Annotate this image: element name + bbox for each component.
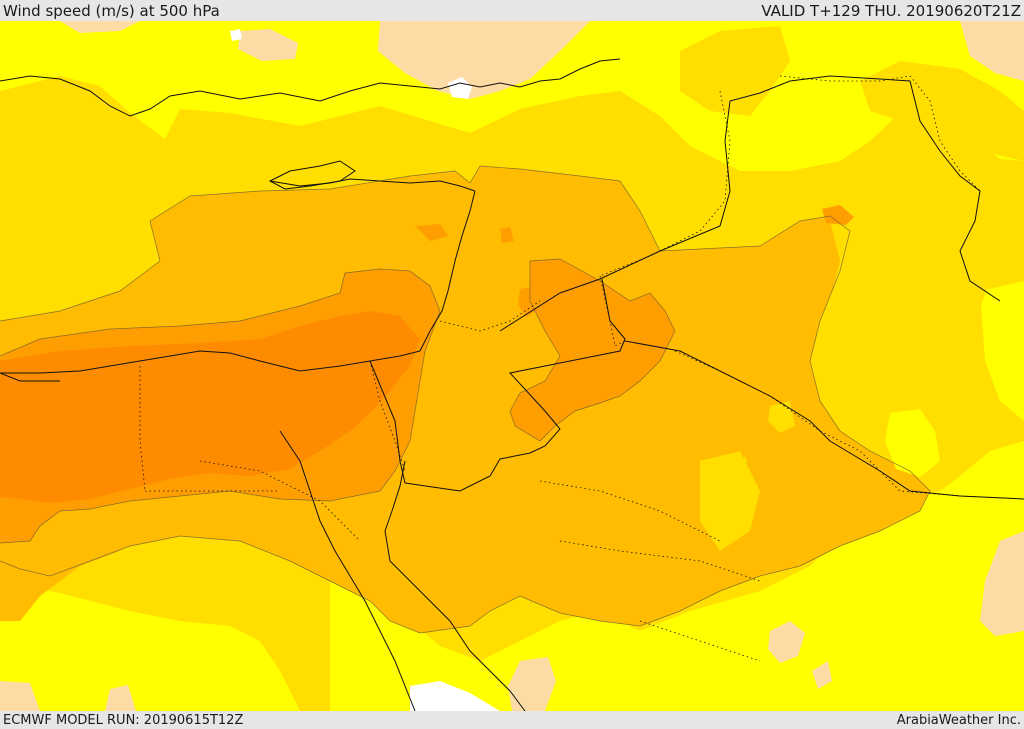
patch-peach-sw <box>0 681 40 711</box>
patch-peach-se-1 <box>768 621 805 663</box>
model-run-label: ECMWF MODEL RUN: 20190615T12Z <box>3 712 244 728</box>
patch-peach-south <box>508 657 556 711</box>
missing-area-top <box>448 77 472 99</box>
band-low-hole-1 <box>700 451 760 551</box>
band-low-east-slab <box>820 181 1000 441</box>
band-peak-core <box>0 311 420 503</box>
wind-speed-map <box>0 21 1024 711</box>
patch-peach-far-se <box>980 531 1024 636</box>
credit-label: ArabiaWeather Inc. <box>896 712 1021 728</box>
border-internal-2 <box>539 480 721 542</box>
border-egypt-sudan <box>0 372 60 382</box>
border-egypt-libya <box>139 366 146 492</box>
coastline-red-sea-west <box>279 430 416 711</box>
band-high-east <box>510 259 675 441</box>
contour-lines <box>0 165 931 634</box>
patch-peach-se-2 <box>812 661 832 689</box>
border-iran <box>599 90 731 277</box>
cyprus <box>268 160 356 190</box>
border-iraq-iran <box>499 75 1001 332</box>
contour-high <box>0 268 441 544</box>
border-jordan <box>439 300 541 332</box>
major-borders <box>0 75 1024 500</box>
contour-high-east <box>509 258 676 442</box>
valid-time-label: VALID T+129 THU. 20190620T21Z <box>761 1 1021 20</box>
missing-area-top-small <box>230 29 242 41</box>
patch-peach-north-1 <box>238 29 298 61</box>
band-lowest-pocket-1 <box>885 409 940 477</box>
border-sinai <box>369 360 406 472</box>
band-high-spot-2 <box>500 227 514 243</box>
band-low-ne-cell <box>680 26 790 116</box>
band-high-spot-3 <box>822 205 854 225</box>
band-lowest-pocket-2 <box>985 293 1024 351</box>
footer-bar: ECMWF MODEL RUN: 20190615T12Z ArabiaWeat… <box>0 711 1024 729</box>
patch-peach-ne <box>960 21 1024 81</box>
border-saudi-jordan <box>404 278 626 492</box>
border-sinai-solid <box>369 360 406 484</box>
header-bar: Wind speed (m/s) at 500 hPa VALID T+129 … <box>0 0 1024 21</box>
missing-area-south <box>410 681 500 711</box>
coastline-turkey-south <box>269 178 476 192</box>
patch-peach-west-top <box>60 21 140 33</box>
coastline-egypt <box>0 350 421 374</box>
band-low-east-cell <box>860 61 1024 161</box>
coastline-north <box>0 58 621 117</box>
band-low-hole-3 <box>736 457 748 475</box>
border-iraq <box>599 275 626 347</box>
band-lowest-sw <box>0 581 300 711</box>
band-mid-main <box>0 166 930 633</box>
band-high-spot-1 <box>415 224 448 241</box>
band-high-spot-4 <box>518 287 536 317</box>
border-kuwait <box>779 75 981 192</box>
map-title: Wind speed (m/s) at 500 hPa <box>3 1 220 20</box>
coastline-levant <box>419 190 476 352</box>
band-low-hole-2 <box>768 401 795 433</box>
contour-mid <box>0 165 931 634</box>
border-saudi-iraq <box>624 340 1024 500</box>
coastlines <box>0 58 621 711</box>
patch-peach-sw-2 <box>105 685 136 711</box>
coastline-red-sea-east <box>384 460 526 711</box>
patch-peach-north-2 <box>378 21 590 99</box>
border-internal-4 <box>639 620 761 662</box>
